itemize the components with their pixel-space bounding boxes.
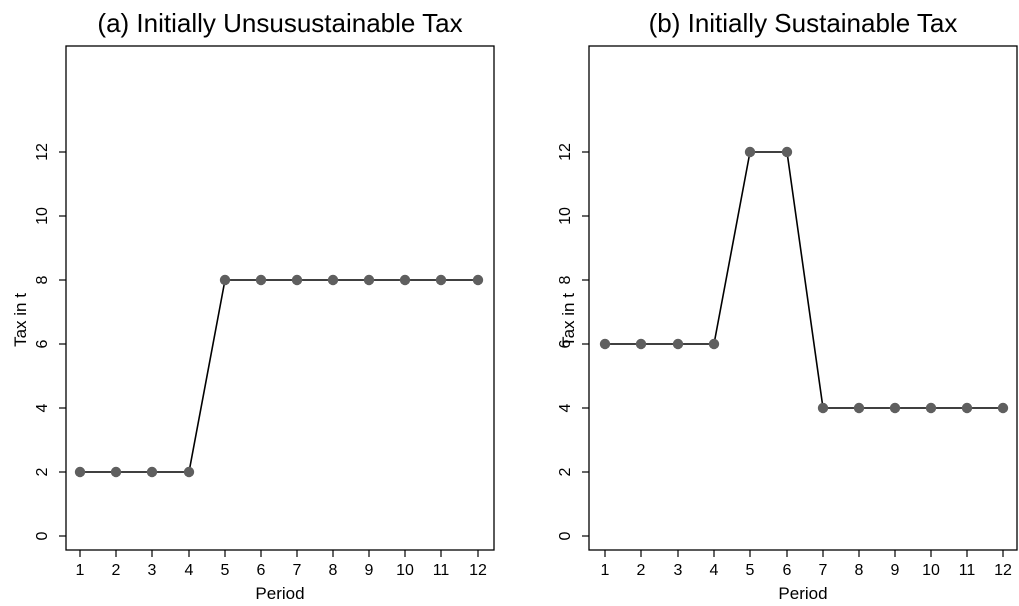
panel-a-x-tick-label-8: 8: [329, 562, 338, 579]
panel-a-point-10: [399, 274, 411, 286]
panel-b-y-tick-label-4: 4: [557, 403, 574, 412]
panel-b-x-tick-label-7: 7: [819, 562, 828, 579]
panel-b-y-tick-label-6: 6: [557, 339, 574, 348]
panel-a-y-tick-label-6: 6: [34, 339, 51, 348]
panel-a-x-tick-label-3: 3: [148, 562, 157, 579]
panel-a-y-tick-label-10: 10: [34, 207, 51, 225]
panel-a-x-tick-label-6: 6: [257, 562, 266, 579]
panel-a-point-4: [183, 466, 195, 478]
panel-b-point-7: [817, 402, 829, 414]
panel-a-x-tick-label-9: 9: [365, 562, 374, 579]
panel-b-y-axis-label: Tax in t: [559, 293, 578, 347]
panel-b-x-tick-label-2: 2: [637, 562, 646, 579]
panel-a-series: [74, 274, 484, 478]
panel-a-x-tick-label-12: 12: [469, 562, 487, 579]
panel-b-x-tick-label-11: 11: [959, 562, 976, 579]
panel-a-point-3: [146, 466, 158, 478]
panel-a-x-tick-label-5: 5: [221, 562, 230, 579]
panel-a-y-tick-label-8: 8: [34, 275, 51, 284]
panel-b-x-tick-label-1: 1: [601, 562, 610, 579]
panel-a-y-axis-label: Tax in t: [11, 293, 30, 347]
panel-b-x-tick-label-12: 12: [994, 562, 1012, 579]
panel-b-point-6: [781, 146, 793, 158]
panel-b-point-11: [961, 402, 973, 414]
panel-b-y-tick-label-10: 10: [557, 207, 574, 225]
panel-a-x-tick-label-4: 4: [185, 562, 194, 579]
panel-b-x-tick-label-3: 3: [674, 562, 683, 579]
panel-b-point-9: [889, 402, 901, 414]
panel-b-point-8: [853, 402, 865, 414]
panel-b-x-tick-label-9: 9: [891, 562, 900, 579]
panel-b-y-ticks: 0 2 4 6 8 10 12: [557, 143, 589, 540]
panel-a-point-8: [327, 274, 339, 286]
panel-a-point-9: [363, 274, 375, 286]
panel-a-point-5: [219, 274, 231, 286]
panel-a: (a) Initially Unsusustainable Tax 0 2 4 6 8 1…: [11, 8, 495, 603]
panel-a-x-tick-label-1: 1: [76, 562, 85, 579]
panel-b-x-tick-label-10: 10: [922, 562, 940, 579]
panel-a-x-tick-label-11: 11: [433, 562, 450, 579]
panel-a-x-tick-label-10: 10: [396, 562, 414, 579]
panel-b-x-axis-label: Period: [778, 584, 827, 603]
panel-b-y-tick-label-8: 8: [557, 275, 574, 284]
panel-a-x-axis-label: Period: [255, 584, 304, 603]
panel-a-point-12: [472, 274, 484, 286]
panel-a-plot-frame: [65, 45, 495, 551]
panel-b-point-12: [997, 402, 1009, 414]
panel-b-y-tick-label-12: 12: [557, 143, 574, 161]
panel-b-y-tick-label-2: 2: [557, 467, 574, 476]
panel-a-y-tick-label-4: 4: [34, 403, 51, 412]
panel-b-point-4: [708, 338, 720, 350]
panel-b-x-tick-label-5: 5: [746, 562, 755, 579]
panel-a-y-tick-label-12: 12: [34, 143, 51, 161]
panel-a-point-6: [255, 274, 267, 286]
panel-a-x-ticks: 1 2 3 4 5 6 7 8 9 10 11 12: [76, 550, 487, 579]
panel-b-title: (b) Initially Sustainable Tax: [649, 8, 958, 38]
panel-b: (b) Initially Sustainable Tax 024681012 …: [557, 8, 1018, 603]
panel-b-y-tick-label-0: 0: [557, 531, 574, 540]
panel-b-series-line: [605, 151, 1003, 409]
panel-b-x-tick-label-4: 4: [710, 562, 719, 579]
panel-a-title: (a) Initially Unsusustainable Tax: [97, 8, 462, 38]
panel-b-point-1: [599, 338, 611, 350]
panel-b-point-3: [672, 338, 684, 350]
panel-a-y-ticks: 0 2 4 6 8 10 12: [34, 143, 66, 540]
panel-b-x-tick-label-6: 6: [783, 562, 792, 579]
panel-b-series: [599, 146, 1009, 414]
panel-a-point-11: [435, 274, 447, 286]
panel-b-x-tick-label-8: 8: [855, 562, 864, 579]
panel-a-point-2: [110, 466, 122, 478]
panel-a-point-7: [291, 274, 303, 286]
panel-a-y-tick-label-0: 0: [34, 531, 51, 540]
panel-a-x-tick-label-7: 7: [293, 562, 302, 579]
panel-a-x-tick-label-2: 2: [112, 562, 121, 579]
panel-a-y-tick-label-2: 2: [34, 467, 51, 476]
panel-a-point-1: [74, 466, 86, 478]
panel-b-plot-frame: [588, 45, 1018, 551]
panel-b-point-2: [635, 338, 647, 350]
panel-b-point-10: [925, 402, 937, 414]
panel-b-point-5: [744, 146, 756, 158]
panel-a-series-line: [80, 279, 478, 473]
panel-b-x-ticks: 1 2 3 4 5 6 7 8 9 10 11 12: [601, 550, 1012, 579]
